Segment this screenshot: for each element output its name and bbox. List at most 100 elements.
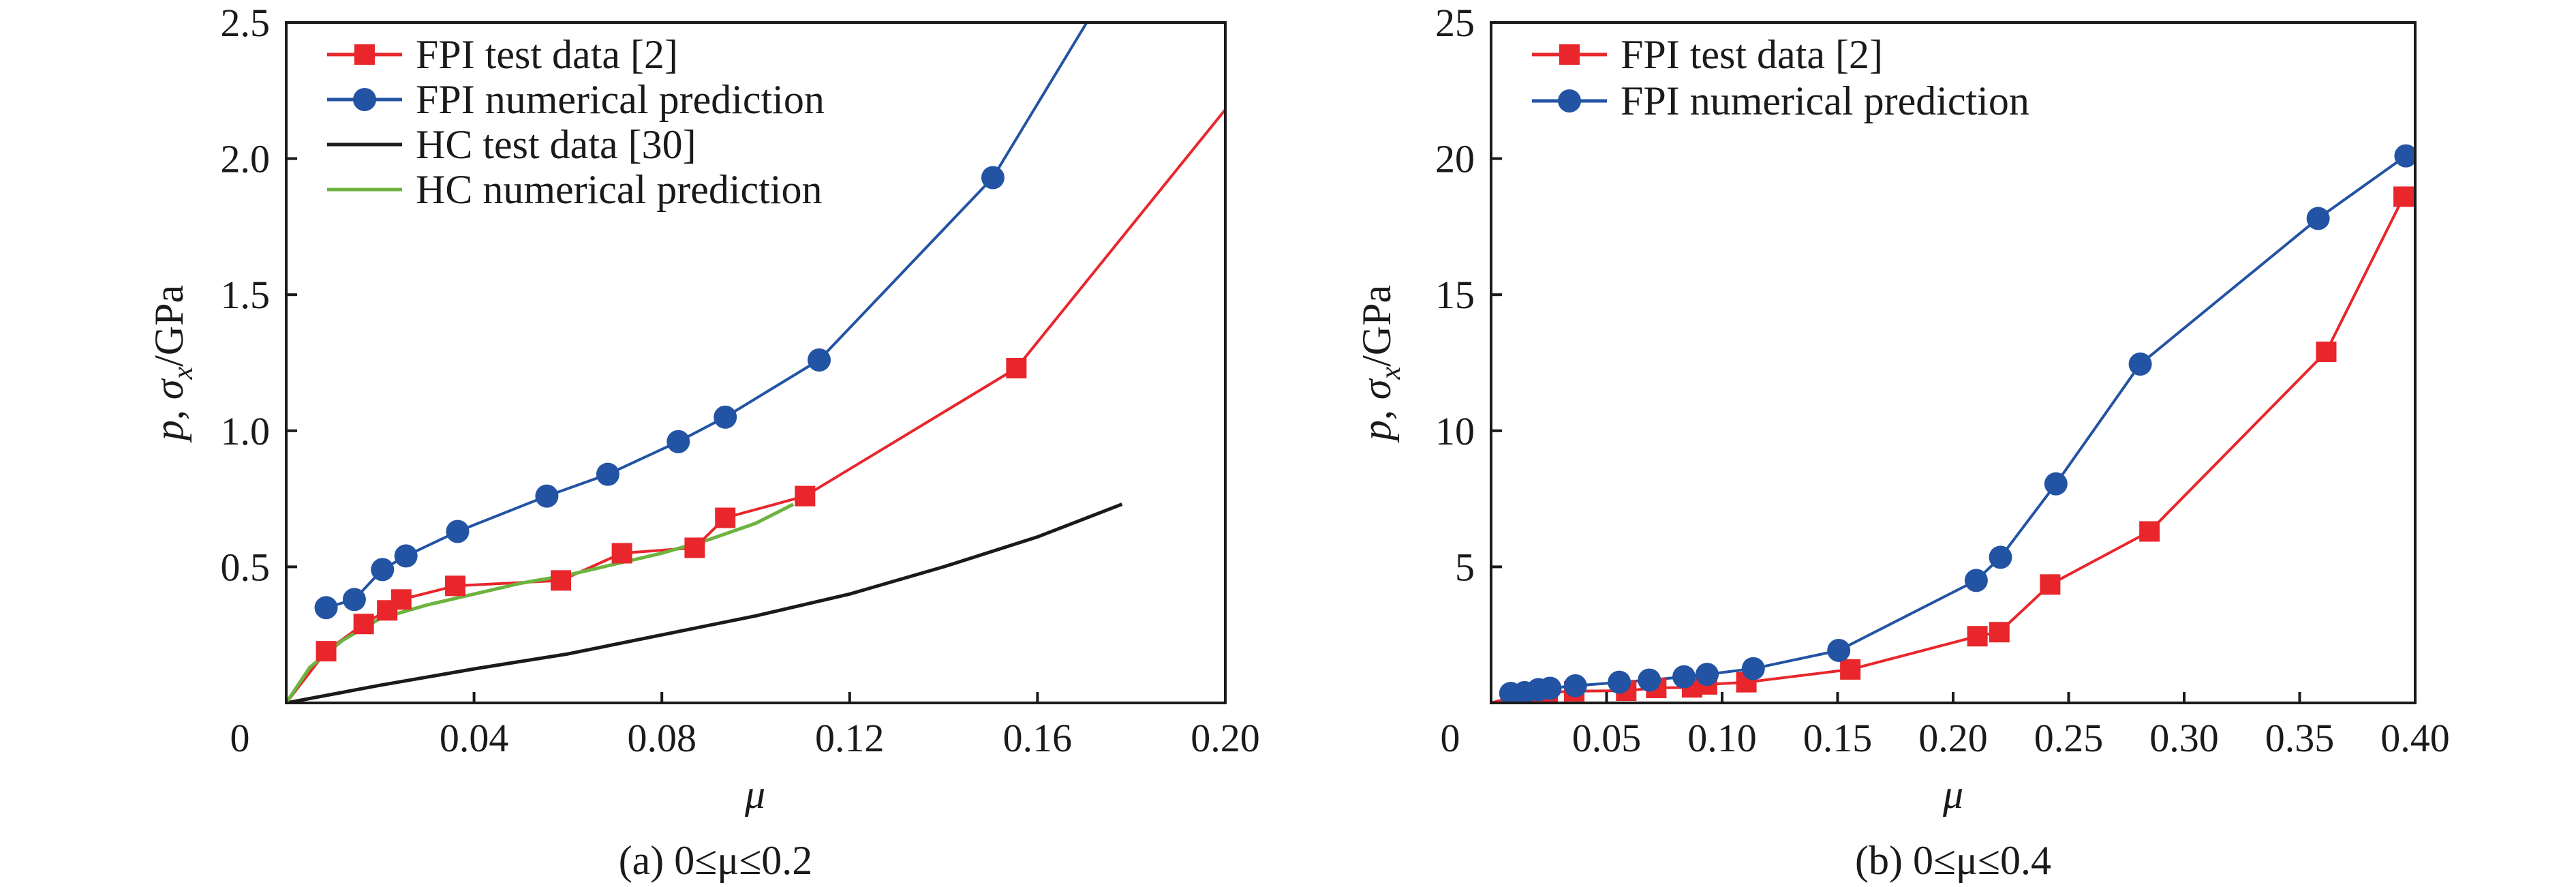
y-axis-label-a: p, σx/GPa <box>147 285 199 443</box>
data-point-square <box>1006 357 1027 378</box>
x-axis-label-a: μ <box>744 772 765 817</box>
x-tick-label: 0.20 <box>1918 716 1988 760</box>
data-point-circle <box>1538 676 1562 700</box>
plot-area-b <box>1491 144 2415 703</box>
data-point-circle <box>1741 657 1765 680</box>
series-line-hc-test-data-30 <box>286 502 1123 703</box>
data-point-circle <box>808 348 831 372</box>
y-label-unit: /GPa <box>147 285 191 367</box>
legend-label: FPI test data [2] <box>1621 32 1883 77</box>
data-point-circle <box>666 430 690 453</box>
data-point-circle <box>1638 668 1661 692</box>
data-point-circle <box>1695 663 1719 687</box>
data-point-square <box>2316 342 2337 363</box>
legend: FPI test data [2]FPI numerical predictio… <box>327 32 825 212</box>
legend-label: FPI test data [2] <box>416 32 678 77</box>
data-point-square <box>353 614 374 635</box>
y-tick-label: 15 <box>1435 273 1475 317</box>
caption-a: (a) 0≤μ≤0.2 <box>619 838 813 883</box>
data-point-square <box>1989 622 2010 643</box>
data-point-circle <box>2044 472 2068 496</box>
legend-label: HC test data [30] <box>416 122 696 167</box>
y-tick-label: 1.0 <box>221 409 271 453</box>
y-label-sep: , <box>1354 400 1399 420</box>
data-point-square <box>2393 186 2414 207</box>
legend-label: FPI numerical prediction <box>1621 78 2029 123</box>
series-line-hc-numerical-prediction <box>286 502 795 703</box>
legend-label: FPI numerical prediction <box>416 77 825 122</box>
y-label-sigma: σ <box>147 378 191 400</box>
legend-marker-circle <box>1558 89 1581 112</box>
data-point-square <box>611 543 632 564</box>
data-point-square <box>684 537 705 558</box>
data-point-square <box>316 641 337 662</box>
y-tick-label: 1.5 <box>221 273 271 317</box>
data-point-square <box>551 570 572 591</box>
x-tick-label: 0.40 <box>2380 716 2450 760</box>
data-point-circle <box>1608 670 1631 694</box>
x-tick-label: 0.15 <box>1803 716 1873 760</box>
x-tick-label: 0.05 <box>1572 716 1642 760</box>
chart-a: 0 p, σx/GPa μ (a) 0≤μ≤0.2 0.04 0.08 0.12 0.… <box>147 1 1260 883</box>
y-label-p: p <box>1354 420 1399 443</box>
series-line-fpi-test-data-2 <box>1491 196 2405 703</box>
y-tick-label: 0.5 <box>221 545 271 589</box>
data-point-square <box>2139 521 2160 542</box>
chart-b: 0 p, σx/GPa μ (b) 0≤μ≤0.4 0.05 0.10 0.15 0.… <box>1354 1 2450 883</box>
x-tick-label: 0.12 <box>815 716 885 760</box>
x-tick-label: 0.25 <box>2034 716 2104 760</box>
x-tick-label: 0.16 <box>1003 716 1073 760</box>
data-point-circle <box>535 484 559 508</box>
caption-b: (b) 0≤μ≤0.4 <box>1855 838 2051 883</box>
y-tick-label: 25 <box>1435 1 1475 45</box>
series-line-fpi-numerical-prediction <box>1510 154 2407 695</box>
data-point-circle <box>371 558 395 582</box>
legend: FPI test data [2]FPI numerical predictio… <box>1532 32 2029 123</box>
y-tick-label: 2.5 <box>221 1 271 45</box>
plot-area-a <box>286 22 1225 703</box>
y-label-sub: x <box>1375 367 1407 380</box>
data-point-circle <box>1672 665 1696 689</box>
data-point-circle <box>446 520 470 543</box>
data-point-circle <box>394 544 418 568</box>
legend-marker-square <box>354 44 375 65</box>
data-point-circle <box>981 166 1005 190</box>
origin-label-b: 0 <box>1441 716 1460 760</box>
legend-marker-square <box>1559 44 1580 65</box>
data-point-square <box>2040 574 2061 595</box>
y-label-sigma: σ <box>1354 378 1399 400</box>
data-point-circle <box>1827 638 1851 662</box>
data-point-square <box>390 589 412 610</box>
x-tick-label: 0.10 <box>1687 716 1757 760</box>
data-point-circle <box>2128 352 2152 376</box>
y-axis-label-b: p, σx/GPa <box>1354 285 1407 443</box>
x-tick-label: 0.04 <box>440 716 509 760</box>
data-point-circle <box>2306 207 2330 230</box>
data-point-square <box>445 575 466 597</box>
x-axis-label-b: μ <box>1942 772 1963 817</box>
series-layer <box>1491 144 2415 703</box>
data-point-circle <box>1563 674 1587 697</box>
y-label-sub: x <box>168 367 199 380</box>
plot-frame-a <box>285 21 1227 704</box>
data-point-square <box>1967 626 1988 647</box>
data-point-square <box>1840 659 1861 680</box>
y-tick-label: 2.0 <box>221 137 271 181</box>
series-layer <box>286 22 1225 703</box>
y-label-sep: , <box>147 400 191 420</box>
x-tick-label: 0.35 <box>2265 716 2335 760</box>
data-point-circle <box>342 588 366 612</box>
y-label-unit: /GPa <box>1354 285 1399 367</box>
y-tick-label: 5 <box>1455 545 1475 589</box>
legend-label: HC numerical prediction <box>416 167 822 212</box>
y-tick-label: 20 <box>1435 137 1475 181</box>
x-tick-label: 0.08 <box>627 716 696 760</box>
data-point-circle <box>1964 569 1988 592</box>
x-tick-label: 0.20 <box>1191 716 1260 760</box>
plot-frame-b <box>1490 21 2417 704</box>
x-tick-label: 0.30 <box>2149 716 2219 760</box>
data-point-square <box>795 485 816 507</box>
data-point-circle <box>2394 144 2415 168</box>
y-tick-label: 10 <box>1435 409 1475 453</box>
